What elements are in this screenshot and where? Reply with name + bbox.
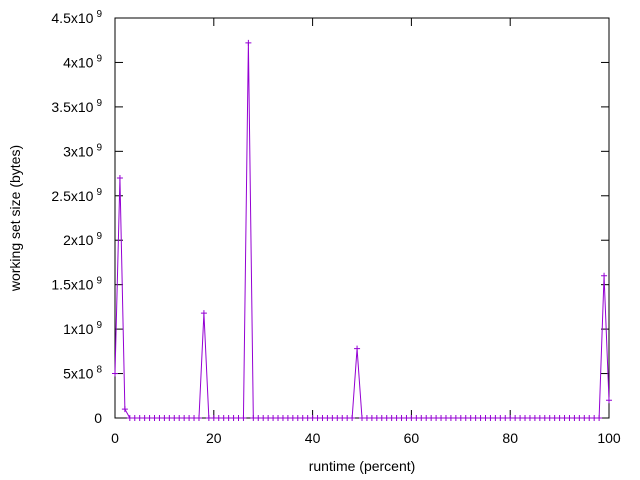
point-marker [200,310,207,317]
y-tick-exponent: 9 [96,187,102,198]
y-tick-label: 1.5x10 9 [51,276,102,293]
y-tick-label: 1x10 9 [63,320,102,337]
point-marker [596,415,603,421]
y-tick-exponent: 9 [96,9,102,20]
y-tick-mantissa: 3x10 [63,143,94,159]
y-tick-mantissa: 2x10 [63,232,94,248]
y-tick-label: 5x10 8 [63,365,102,382]
y-tick-mantissa: 2.5x10 [51,188,93,204]
x-axis-label: runtime (percent) [309,458,416,474]
x-tick-label: 20 [206,430,222,446]
y-axis-label: working set size (bytes) [7,145,23,292]
plot-border [114,17,610,419]
data-line [114,42,610,419]
y-tick-mantissa: 1.5x10 [51,277,93,293]
y-tick-label: 4x10 9 [63,53,102,70]
y-tick-exponent: 9 [96,142,102,153]
y-tick-exponent: 8 [96,365,102,376]
point-marker [116,175,123,181]
point-marker [349,415,356,421]
x-tick-label: 100 [597,430,621,446]
point-marker [195,415,202,421]
y-tick-mantissa: 1x10 [63,321,94,337]
point-marker [245,39,252,46]
point-marker [606,397,612,404]
y-tick-label: 3x10 9 [63,142,102,159]
point-marker [601,272,608,279]
point-marker [112,370,118,377]
y-tick-label: 4.5x10 9 [51,9,102,26]
y-tick-exponent: 9 [96,320,102,331]
y-tick-exponent: 9 [96,53,102,64]
y-tick-exponent: 9 [96,231,102,242]
point-marker [121,406,128,413]
point-marker [354,345,361,352]
x-tick-label: 60 [404,430,420,446]
y-tick-exponent: 9 [96,98,102,109]
y-tick-mantissa: 4.5x10 [51,10,93,26]
x-tick-label: 0 [111,430,119,446]
y-tick-label: 3.5x10 9 [51,98,102,115]
y-tick-exponent: 9 [96,276,102,287]
x-tick-label: 80 [502,430,518,446]
y-tick-mantissa: 5x10 [63,366,94,382]
y-tick-mantissa: 3.5x10 [51,99,93,115]
y-tick-label: 0 [94,410,102,426]
x-tick-label: 40 [305,430,321,446]
point-marker [240,415,247,421]
y-tick-mantissa: 4x10 [63,54,94,70]
y-tick-label: 2x10 9 [63,231,102,248]
y-tick-label: 2.5x10 9 [51,187,102,204]
